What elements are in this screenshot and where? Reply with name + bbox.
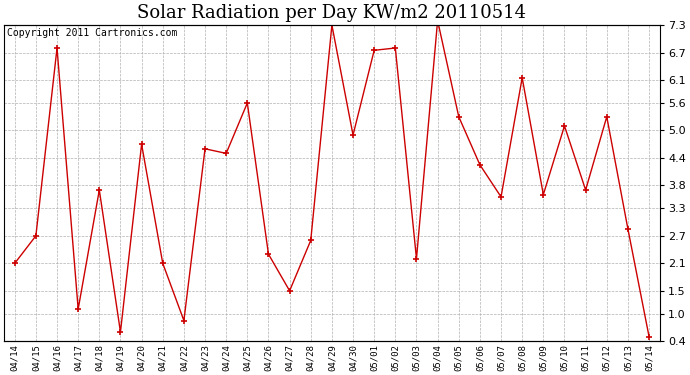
- Title: Solar Radiation per Day KW/m2 20110514: Solar Radiation per Day KW/m2 20110514: [137, 4, 526, 22]
- Text: Copyright 2011 Cartronics.com: Copyright 2011 Cartronics.com: [8, 28, 178, 38]
